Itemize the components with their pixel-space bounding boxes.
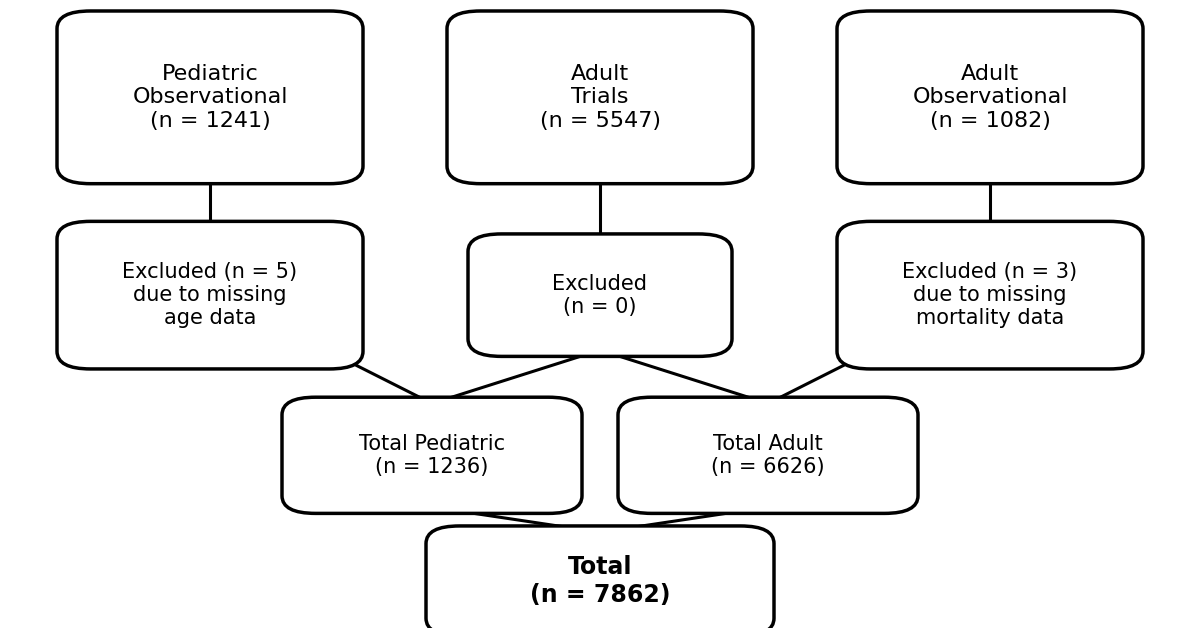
Text: Total Pediatric
(n = 1236): Total Pediatric (n = 1236)	[359, 434, 505, 477]
Text: Adult
Observational
(n = 1082): Adult Observational (n = 1082)	[912, 64, 1068, 131]
FancyBboxPatch shape	[618, 398, 918, 514]
FancyBboxPatch shape	[838, 11, 1142, 183]
FancyBboxPatch shape	[58, 11, 364, 183]
FancyBboxPatch shape	[282, 398, 582, 514]
Text: Excluded (n = 5)
due to missing
age data: Excluded (n = 5) due to missing age data	[122, 262, 298, 328]
Text: Adult
Trials
(n = 5547): Adult Trials (n = 5547)	[540, 64, 660, 131]
FancyBboxPatch shape	[838, 221, 1142, 369]
FancyBboxPatch shape	[58, 221, 364, 369]
Text: Total Adult
(n = 6626): Total Adult (n = 6626)	[712, 434, 824, 477]
FancyBboxPatch shape	[468, 234, 732, 356]
Text: Excluded
(n = 0): Excluded (n = 0)	[552, 274, 648, 317]
Text: Total
(n = 7862): Total (n = 7862)	[529, 555, 671, 607]
FancyBboxPatch shape	[426, 526, 774, 628]
FancyBboxPatch shape	[446, 11, 754, 183]
Text: Excluded (n = 3)
due to missing
mortality data: Excluded (n = 3) due to missing mortalit…	[902, 262, 1078, 328]
Text: Pediatric
Observational
(n = 1241): Pediatric Observational (n = 1241)	[132, 64, 288, 131]
